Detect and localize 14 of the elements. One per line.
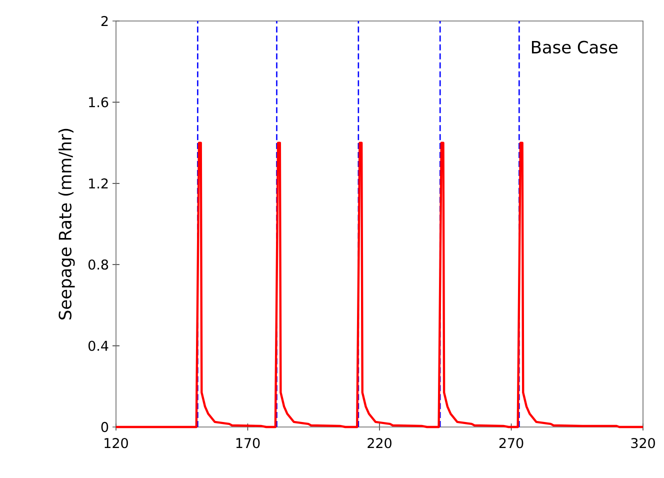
y-tick-label: 2	[101, 16, 108, 26]
x-tick-label: 120	[104, 438, 128, 448]
line-series	[114, 142, 644, 428]
y-tick-label: 0	[101, 422, 108, 432]
y-tick-label: 0.4	[88, 340, 108, 351]
y-tick-label: 1.2	[89, 178, 108, 188]
y-tick-label: 1.6	[89, 97, 108, 108]
annotation: Base Case	[532, 40, 618, 54]
y-tick-label: 0.8	[88, 260, 108, 270]
x-tick-label: 270	[499, 438, 524, 448]
x-tick-label: 220	[368, 438, 392, 448]
x-tick-label: 320	[631, 438, 655, 448]
y-axis-title: Seepage Rate (mm/hr)	[58, 128, 75, 320]
x-tick-label: 170	[236, 438, 260, 448]
